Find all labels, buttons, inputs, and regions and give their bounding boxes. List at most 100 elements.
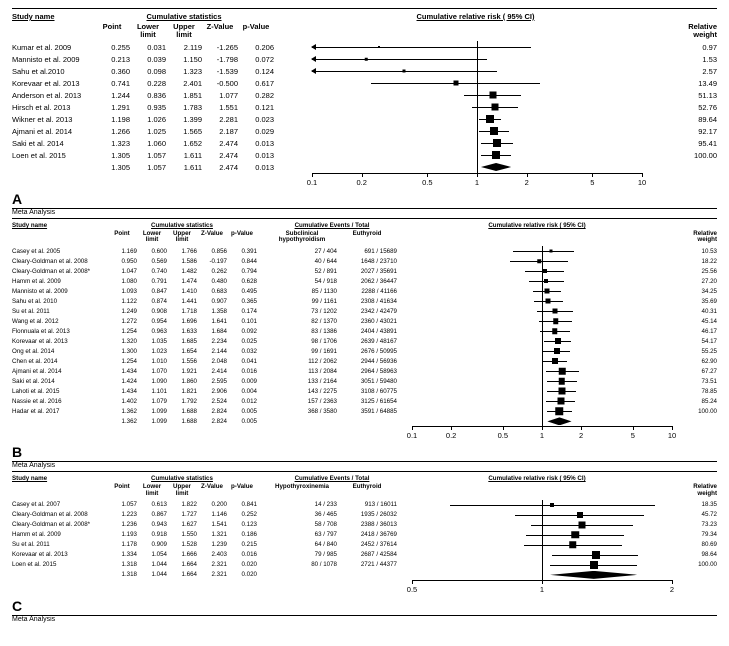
study-label: Cleary-Goldman et al. 2008 (12, 258, 107, 265)
val-ul: 1.482 (167, 268, 197, 275)
val-p: 0.123 (227, 521, 257, 528)
val-e2: 2639 / 48167 (337, 338, 397, 345)
val-weight: 1.53 (677, 55, 717, 64)
study-label: Cleary-Goldman et al. 2008 (12, 511, 107, 518)
point-box (543, 269, 547, 273)
val-e2: 2308 / 41634 (337, 298, 397, 305)
val-p: 0.029 (238, 127, 274, 136)
val-ll: 0.791 (137, 278, 167, 285)
axis-tick-label: 0.2 (446, 431, 456, 440)
val-p: 0.016 (227, 551, 257, 558)
val-e2: 2288 / 41166 (337, 288, 397, 295)
val-ul: 1.664 (167, 561, 197, 568)
forest-row: Korevaar et al. 20130.7410.2282.401-0.50… (12, 77, 717, 89)
study-label: Ong et al. 2014 (12, 348, 107, 355)
panel-letter: A (12, 191, 32, 207)
val-ul: 1.718 (167, 308, 197, 315)
val-pt: 1.305 (94, 151, 130, 160)
axis-tick-label: 2 (579, 431, 583, 440)
val-p: 0.005 (227, 408, 257, 415)
val-p: 0.092 (227, 328, 257, 335)
val-e1: 113 / 2084 (267, 368, 337, 375)
hdr-cumstats: Cumulative statistics (107, 222, 257, 229)
val-ul: 1.441 (167, 298, 197, 305)
sum-p: 0.005 (227, 418, 257, 425)
val-e1: 80 / 1078 (267, 561, 337, 568)
val-weight: 13.49 (677, 79, 717, 88)
val-weight: 18.22 (677, 258, 717, 265)
point-box (558, 398, 565, 405)
study-label: Loen et al. 2015 (12, 561, 107, 568)
val-p: 0.013 (238, 139, 274, 148)
forest-row: Nassie et al. 20161.4021.0791.7922.5240.… (12, 396, 717, 406)
ci-arrow-left (311, 68, 316, 74)
val-weight: 18.35 (677, 501, 717, 508)
forest-row: Korevaar et al. 20131.3201.0351.6852.234… (12, 336, 717, 346)
val-e1: 40 / 644 (267, 258, 337, 265)
val-p: 0.365 (227, 298, 257, 305)
val-weight: 95.41 (677, 139, 717, 148)
point-box (578, 521, 585, 528)
val-weight: 98.64 (677, 551, 717, 558)
val-weight: 100.00 (677, 408, 717, 415)
study-label: Lahoti et al. 2015 (12, 388, 107, 395)
val-e2: 691 / 15689 (337, 248, 397, 255)
val-pt: 1.402 (107, 398, 137, 405)
val-z: -0.500 (202, 79, 238, 88)
val-ul: 1.652 (166, 139, 202, 148)
axis-tick-label: 1 (540, 431, 544, 440)
val-pt: 0.950 (107, 258, 137, 265)
val-z: -0.197 (197, 258, 227, 265)
val-ul: 1.474 (167, 278, 197, 285)
val-e2: 2062 / 36447 (337, 278, 397, 285)
point-box (486, 115, 494, 123)
val-p: 0.041 (227, 358, 257, 365)
study-label: Casey et al. 2007 (12, 501, 107, 508)
sum-p: 0.013 (238, 163, 274, 172)
point-box (549, 250, 552, 253)
val-e1: 64 / 840 (267, 541, 337, 548)
axis-tick-label: 10 (638, 178, 646, 187)
meta-analysis-label: Meta Analysis (12, 209, 717, 216)
val-weight: 0.97 (677, 43, 717, 52)
ci-line (312, 59, 487, 60)
val-p: 0.628 (227, 278, 257, 285)
val-ll: 0.935 (130, 103, 166, 112)
axis-tick-label: 5 (590, 178, 594, 187)
study-label: Cleary-Goldman et al. 2008* (12, 521, 107, 528)
point-box (489, 92, 496, 99)
val-e1: 85 / 1130 (267, 288, 337, 295)
val-ul: 1.410 (167, 288, 197, 295)
val-ul: 1.685 (167, 338, 197, 345)
val-e1: 14 / 233 (267, 501, 337, 508)
forest-row: Mannisto et al. 20091.0930.8471.4100.683… (12, 286, 717, 296)
val-ul: 1.627 (167, 521, 197, 528)
hdr-z: Z-Value (197, 231, 227, 243)
val-p: 0.013 (238, 151, 274, 160)
study-label: Ajmani et al. 2014 (12, 368, 107, 375)
axis-tick-label: 2 (525, 178, 529, 187)
hdr-cumrr: Cumulative relative risk ( 95% CI) (397, 475, 677, 482)
point-box (402, 70, 405, 73)
val-z: 1.551 (202, 103, 238, 112)
study-label: Nassie et al. 2016 (12, 398, 107, 405)
val-ll: 1.070 (137, 368, 167, 375)
val-e2: 2687 / 42584 (337, 551, 397, 558)
val-pt: 1.362 (107, 408, 137, 415)
study-label: Mannisto et al. 2009 (12, 55, 94, 64)
val-pt: 0.213 (94, 55, 130, 64)
val-pt: 1.291 (94, 103, 130, 112)
val-ll: 1.060 (130, 139, 166, 148)
val-p: 0.124 (238, 67, 274, 76)
val-ul: 1.696 (167, 318, 197, 325)
val-weight: 10.53 (677, 248, 717, 255)
val-p: 0.016 (227, 368, 257, 375)
forest-row: Flonnuala et al. 20131.2540.9631.6331.68… (12, 326, 717, 336)
val-ll: 0.918 (137, 531, 167, 538)
val-e1: 82 / 1370 (267, 318, 337, 325)
sum-p: 0.020 (227, 571, 257, 578)
val-p: 0.072 (238, 55, 274, 64)
point-box (559, 368, 566, 375)
val-ul: 1.766 (167, 248, 197, 255)
val-e2: 3125 / 61654 (337, 398, 397, 405)
